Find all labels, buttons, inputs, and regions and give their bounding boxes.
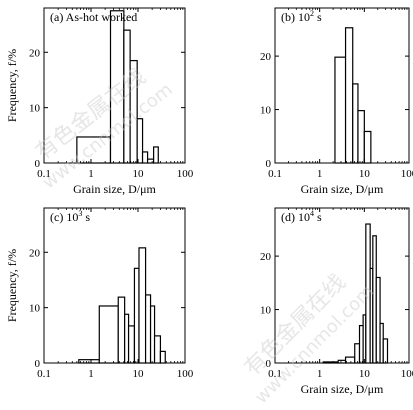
y-axis-label: Frequency, f/% [5, 49, 19, 122]
y-tick-label: 20 [260, 251, 272, 263]
y-tick-label: 0 [266, 158, 272, 170]
plot-frame [43, 7, 186, 164]
histogram-bar [109, 10, 125, 164]
panel-title-superscript: 4 [310, 209, 314, 218]
watermark-line-1: 有色金属在线 [240, 270, 351, 381]
x-tick-label: 1 [317, 368, 323, 380]
x-tick-label: 10 [133, 168, 145, 180]
panel-title-suffix: s [82, 210, 90, 224]
histogram-bar [153, 335, 162, 364]
y-tick-label: 0 [266, 358, 272, 370]
x-tick-label: 100 [401, 368, 413, 380]
x-axis-label: Grain size, D/μm [301, 382, 384, 396]
panel-title: (b) 102 s [281, 9, 322, 24]
histogram-bar [136, 118, 144, 164]
watermark-line-2: www.cnnmol.com [39, 79, 177, 193]
panel-title: (c) 103 s [50, 209, 90, 224]
histogram-bar [382, 338, 389, 364]
histogram-bar [138, 247, 147, 364]
histogram-bar [352, 83, 359, 164]
panel-title-superscript: 2 [310, 9, 314, 18]
x-tick-label: 0.1 [268, 368, 282, 380]
x-axis-label: Grain size, D/μm [73, 182, 156, 196]
panel-c: 0.1 1 10 100 0 10 20 (c) 103 s Frequency, f/% [5, 207, 194, 380]
histogram-bar [363, 130, 372, 164]
x-tick-label: 100 [401, 168, 413, 180]
panel-title-text: (a) As-hot worked [50, 10, 137, 24]
histogram-bar [76, 136, 112, 164]
panel-title-text: (b) 10 [281, 10, 310, 24]
histogram-bar [153, 146, 159, 164]
x-tick-label: 10 [133, 368, 145, 380]
panel-title-text: (c) 10 [50, 210, 78, 224]
x-tick-label: 0.1 [37, 168, 51, 180]
panel-a: 0.1 1 10 100 0 10 20 (a) As-hot worked Grain siz… [5, 7, 194, 196]
y-tick-label: 0 [35, 158, 41, 170]
x-tick-label: 0.1 [37, 368, 51, 380]
plot-frame [274, 207, 410, 364]
panel-title-suffix: s [314, 210, 322, 224]
histogram-bar [123, 29, 131, 164]
y-tick-label: 10 [29, 103, 41, 115]
y-tick-label: 10 [29, 303, 41, 315]
histogram-bar [354, 343, 361, 364]
histogram-bar [133, 267, 140, 364]
x-tick-label: 1 [317, 168, 323, 180]
plot-frame [274, 7, 410, 164]
x-tick-label: 10 [359, 168, 371, 180]
y-tick-label: 10 [260, 305, 272, 317]
y-axis-label: Frequency, f/% [5, 249, 19, 322]
histogram-bar [144, 294, 152, 364]
histogram-bar [127, 325, 136, 364]
y-tick-label: 10 [260, 105, 272, 117]
y-tick-label: 0 [35, 358, 41, 370]
histogram-bar [98, 305, 119, 364]
panel-title-suffix: s [314, 10, 322, 24]
histogram-bar [129, 59, 138, 164]
x-tick-label: 1 [88, 168, 94, 180]
y-tick-label: 20 [29, 247, 41, 259]
y-tick-label: 20 [260, 51, 272, 63]
panel-title-text: (d) 10 [281, 210, 310, 224]
x-tick-label: 1 [88, 368, 94, 380]
histogram-bar [344, 27, 354, 164]
plot-frame [43, 207, 186, 364]
x-axis-label: Grain size, D/μm [301, 182, 384, 196]
histogram-bar [141, 151, 149, 164]
histogram-bar [365, 223, 371, 364]
histogram-bar [357, 110, 365, 164]
histogram-bar [159, 350, 166, 364]
y-tick-label: 20 [29, 47, 41, 59]
histogram-bar [146, 158, 155, 164]
panel-b: 0.1 1 10 100 0 10 20 (b) 102 s Grain size, D/μm [260, 7, 413, 196]
panel-title: (d) 104 s [281, 209, 322, 224]
x-tick-label: 100 [177, 168, 194, 180]
histogram-bar [334, 56, 347, 164]
panel-title: (a) As-hot worked [50, 10, 137, 24]
x-tick-label: 0.1 [268, 168, 282, 180]
histogram-bar [117, 296, 126, 364]
panel-d: 0.1 1 10 100 0 10 20 (d) 104 s Grain size, D/μm [260, 207, 413, 396]
panel-title-superscript: 3 [78, 209, 82, 218]
x-tick-label: 10 [359, 368, 371, 380]
x-tick-label: 100 [177, 368, 194, 380]
